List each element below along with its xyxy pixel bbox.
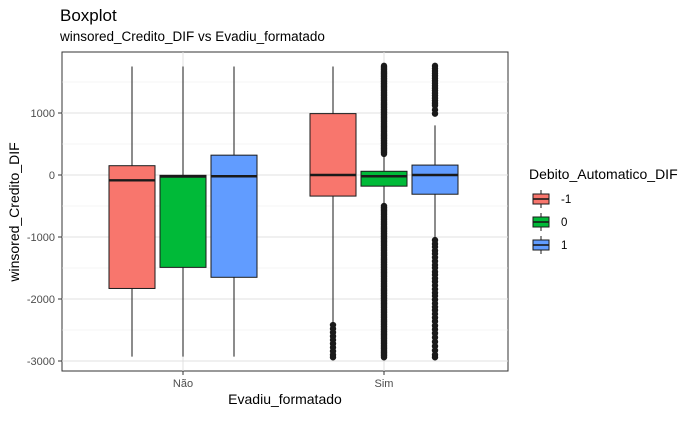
- y-axis-title: winsored_Credito_DIF: [6, 142, 22, 282]
- chart-subtitle: winsored_Credito_DIF vs Evadiu_formatado: [59, 29, 325, 44]
- box-rect: [159, 174, 207, 268]
- y-axis: 1000 0 -1000 -2000 -3000: [27, 108, 62, 368]
- box-rect: [108, 165, 156, 289]
- x-axis: Não Sim: [173, 371, 394, 390]
- box-Sim--1: [309, 66, 357, 361]
- legend-label--1: -1: [561, 194, 571, 206]
- y-tick-label: -2000: [27, 294, 55, 306]
- box-rect: [411, 164, 459, 195]
- box-rect: [210, 154, 258, 278]
- box-rect: [309, 113, 357, 197]
- legend-label-0: 0: [561, 217, 567, 229]
- outlier-point: [380, 150, 388, 158]
- chart-title: Boxplot: [60, 6, 117, 25]
- legend-label-1: 1: [561, 240, 567, 252]
- x-tick-label: Sim: [375, 378, 394, 390]
- y-tick-label: -3000: [27, 356, 55, 368]
- y-tick-label: -1000: [27, 232, 55, 244]
- outlier-point: [380, 354, 388, 361]
- outlier-point: [431, 354, 439, 361]
- x-axis-title: Evadiu_formatado: [228, 391, 342, 407]
- boxes-layer: [108, 62, 459, 361]
- box-rect: [360, 170, 408, 187]
- legend: -1 0 1: [532, 190, 571, 254]
- outlier-point: [329, 354, 337, 361]
- y-tick-label: 1000: [31, 108, 55, 120]
- y-tick-label: 0: [49, 170, 55, 182]
- box-Sim-0: [360, 62, 408, 361]
- box-Não--1: [108, 66, 156, 357]
- x-tick-label: Não: [173, 378, 193, 390]
- box-Sim-1: [411, 62, 459, 361]
- legend-key--1: [532, 190, 550, 208]
- box-Não-0: [159, 66, 207, 357]
- box-Não-1: [210, 66, 258, 357]
- outlier-point: [431, 110, 439, 117]
- legend-title: Debito_Automatico_DIF: [529, 166, 678, 182]
- legend-key-0: [532, 213, 550, 231]
- legend-key-1: [532, 236, 550, 254]
